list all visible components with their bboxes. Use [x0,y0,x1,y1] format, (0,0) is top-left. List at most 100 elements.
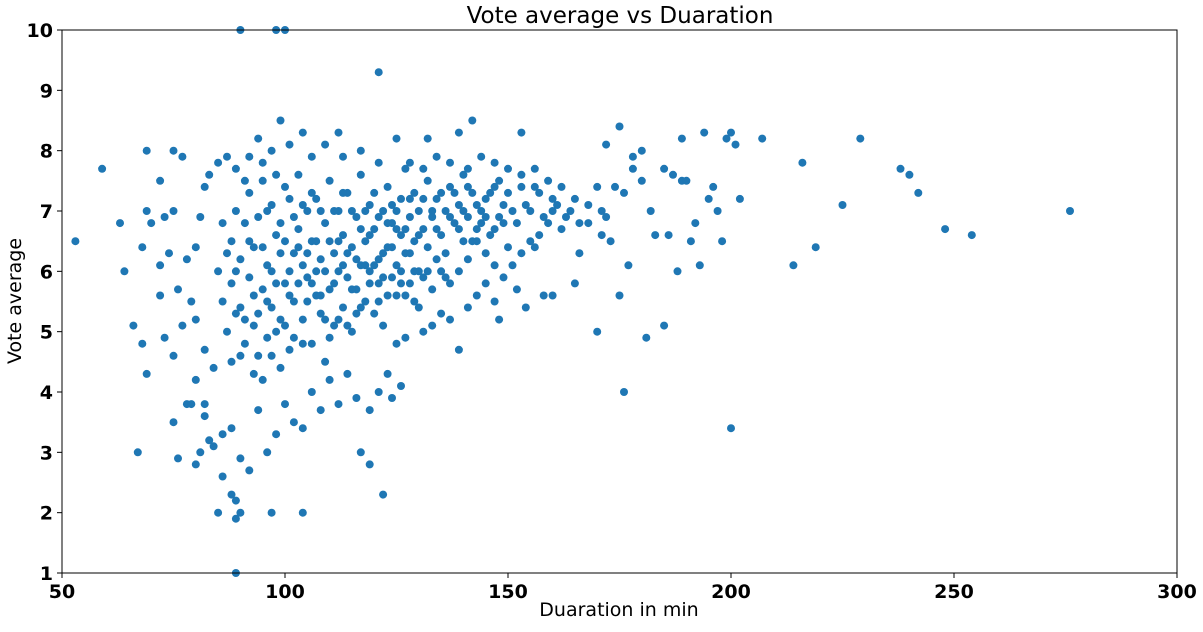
data-point [218,297,227,306]
data-point [454,201,463,209]
data-point [428,207,437,215]
data-point [486,231,495,240]
y-tick-label: 6 [40,261,53,283]
data-point [405,249,414,258]
data-point [593,327,602,336]
data-point [642,333,651,342]
data-point [526,237,535,246]
data-point [289,333,298,342]
data-point [187,297,196,306]
data-point [383,182,392,191]
data-point [361,237,370,246]
data-point [285,194,294,203]
data-point [530,164,539,173]
data-point [517,170,526,179]
data-point [339,231,347,240]
data-point [517,128,526,137]
y-tick-label: 8 [40,141,53,163]
data-point [374,388,383,396]
data-point [544,176,553,185]
data-point [731,140,740,149]
data-point [463,182,472,191]
data-point [116,219,124,228]
data-point [289,418,298,427]
data-point [383,219,392,228]
data-point [245,152,254,161]
data-point [370,309,379,318]
data-point [236,454,245,463]
data-point [414,231,423,240]
data-point [227,424,236,433]
data-point [468,188,477,197]
data-point [267,303,276,312]
data-point [330,279,339,288]
data-point [365,406,374,415]
data-point [276,219,285,228]
data-point [356,225,365,234]
y-tick-label: 4 [40,382,53,404]
x-axis-label: Duaration in min [539,599,698,621]
data-point [504,164,512,173]
data-point [347,285,356,294]
data-point [967,231,976,240]
data-point [312,194,321,203]
data-point [298,201,307,209]
data-point [169,207,178,215]
data-point [379,321,388,330]
data-point [254,351,263,360]
data-point [508,207,517,215]
data-point [343,249,352,258]
data-point [539,213,548,221]
data-point [570,279,579,288]
data-point [200,345,209,354]
data-point [450,219,459,228]
data-point [454,128,463,137]
data-point [370,188,379,197]
data-point [517,249,526,258]
data-point [272,170,281,179]
data-point [294,243,303,252]
data-point [169,351,178,360]
data-point [441,273,450,282]
data-point [236,255,245,264]
data-point [347,327,356,336]
data-point [209,442,218,451]
data-point [423,176,432,185]
data-point [365,231,374,240]
data-point [191,460,200,469]
data-point [187,400,196,409]
y-tick-label: 5 [40,322,53,344]
data-point [410,297,419,306]
data-point [486,188,495,197]
data-point [321,140,330,149]
data-point [365,279,374,288]
data-point [392,291,401,300]
data-point [727,128,735,137]
data-point [548,207,557,215]
data-point [490,225,499,234]
data-point [423,267,432,276]
data-point [414,207,423,215]
data-point [419,273,428,282]
data-point [557,225,566,234]
data-point [334,267,343,276]
data-point [258,158,267,167]
data-point [397,231,405,240]
data-point [593,182,602,191]
y-tick-label: 10 [27,20,53,42]
data-point [383,369,392,378]
data-point [388,201,396,209]
data-point [423,243,432,252]
data-point [249,369,258,378]
data-point [388,273,396,282]
data-point [209,363,218,372]
data-point [526,207,535,215]
data-point [245,273,254,282]
data-point [450,188,459,197]
data-point [281,400,289,409]
data-point [499,201,508,209]
data-point [428,321,437,330]
data-point [905,170,914,179]
data-point [298,424,307,433]
